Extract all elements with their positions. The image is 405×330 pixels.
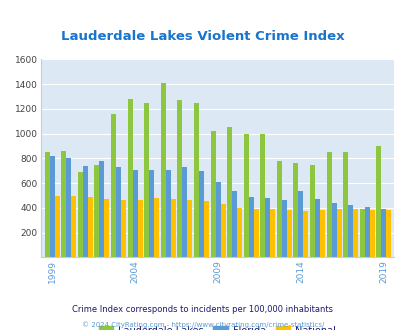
Bar xyxy=(49,156,55,257)
Bar xyxy=(227,127,232,257)
Bar xyxy=(359,209,364,257)
Bar xyxy=(281,201,286,257)
Bar xyxy=(66,158,71,257)
Bar xyxy=(215,182,220,257)
Bar xyxy=(336,209,341,257)
Bar xyxy=(220,204,225,257)
Bar xyxy=(331,203,336,257)
Bar xyxy=(264,198,270,257)
Bar xyxy=(55,195,60,257)
Bar xyxy=(177,100,182,257)
Bar xyxy=(386,211,390,257)
Bar xyxy=(243,134,248,257)
Bar xyxy=(194,103,198,257)
Bar xyxy=(298,191,303,257)
Bar xyxy=(248,197,253,257)
Bar xyxy=(78,172,83,257)
Bar xyxy=(364,207,369,257)
Bar xyxy=(276,161,281,257)
Bar xyxy=(253,209,258,257)
Bar xyxy=(326,152,331,257)
Bar xyxy=(198,171,203,257)
Legend: Lauderdale Lakes, Florida, National: Lauderdale Lakes, Florida, National xyxy=(94,322,339,330)
Bar xyxy=(369,210,374,257)
Bar xyxy=(232,191,237,257)
Bar xyxy=(375,146,380,257)
Bar xyxy=(314,199,319,257)
Bar xyxy=(83,166,87,257)
Bar xyxy=(144,103,149,257)
Bar xyxy=(61,151,66,257)
Bar xyxy=(171,199,175,257)
Bar xyxy=(116,167,121,257)
Bar xyxy=(352,209,357,257)
Bar xyxy=(99,161,104,257)
Bar xyxy=(154,198,159,257)
Bar xyxy=(347,205,352,257)
Bar xyxy=(182,167,187,257)
Bar xyxy=(121,200,126,257)
Bar xyxy=(87,197,93,257)
Bar xyxy=(319,210,324,257)
Bar xyxy=(380,209,386,257)
Bar xyxy=(303,211,308,257)
Bar xyxy=(293,163,298,257)
Bar xyxy=(203,201,209,257)
Bar xyxy=(237,208,241,257)
Bar xyxy=(342,152,347,257)
Bar xyxy=(260,134,264,257)
Text: Crime Index corresponds to incidents per 100,000 inhabitants: Crime Index corresponds to incidents per… xyxy=(72,305,333,314)
Bar xyxy=(45,152,49,257)
Bar xyxy=(210,131,215,257)
Text: © 2024 CityRating.com - https://www.cityrating.com/crime-statistics/: © 2024 CityRating.com - https://www.city… xyxy=(82,321,323,328)
Bar xyxy=(94,165,99,257)
Bar xyxy=(127,99,132,257)
Text: Lauderdale Lakes Violent Crime Index: Lauderdale Lakes Violent Crime Index xyxy=(61,30,344,43)
Bar xyxy=(160,83,165,257)
Bar xyxy=(187,200,192,257)
Bar xyxy=(104,199,109,257)
Bar xyxy=(309,165,314,257)
Bar xyxy=(111,114,116,257)
Bar xyxy=(132,170,137,257)
Bar xyxy=(165,170,171,257)
Bar xyxy=(270,210,275,257)
Bar xyxy=(286,211,291,257)
Bar xyxy=(149,170,154,257)
Bar xyxy=(71,195,76,257)
Bar xyxy=(137,200,142,257)
